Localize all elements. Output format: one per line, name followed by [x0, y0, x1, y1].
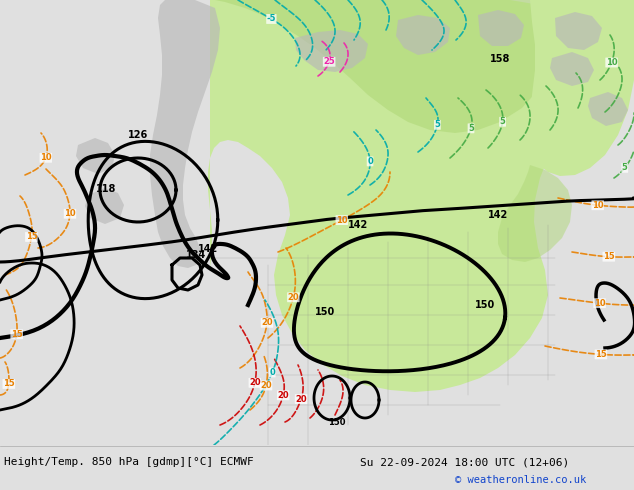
Polygon shape	[208, 0, 575, 392]
Text: 15: 15	[603, 252, 615, 261]
Text: 10: 10	[605, 58, 618, 67]
Text: 20: 20	[261, 318, 273, 327]
Text: 5: 5	[622, 163, 628, 172]
Text: 0: 0	[367, 157, 373, 166]
Text: 150: 150	[475, 300, 495, 310]
Polygon shape	[550, 52, 594, 86]
Text: 5: 5	[500, 117, 505, 126]
Text: 10: 10	[592, 201, 604, 210]
Text: 20: 20	[249, 378, 261, 387]
Text: -5: -5	[267, 15, 276, 24]
Text: 118: 118	[96, 184, 117, 194]
Polygon shape	[85, 188, 124, 224]
Text: 150: 150	[328, 418, 346, 427]
Text: 15: 15	[11, 330, 23, 339]
Text: Height/Temp. 850 hPa [gdmp][°C] ECMWF: Height/Temp. 850 hPa [gdmp][°C] ECMWF	[4, 457, 254, 467]
Polygon shape	[396, 15, 450, 55]
Polygon shape	[478, 10, 524, 46]
Text: 142: 142	[488, 210, 508, 220]
Text: 20: 20	[277, 391, 289, 400]
Text: 10: 10	[64, 209, 76, 218]
Text: 150: 150	[315, 307, 335, 317]
Text: 126: 126	[128, 130, 148, 140]
Text: Su 22-09-2024 18:00 UTC (12+06): Su 22-09-2024 18:00 UTC (12+06)	[360, 457, 569, 467]
Text: 15: 15	[25, 232, 37, 242]
Text: 20: 20	[288, 293, 299, 302]
Text: 134: 134	[186, 250, 206, 260]
Polygon shape	[150, 0, 220, 268]
Polygon shape	[555, 12, 602, 50]
Text: 20: 20	[295, 394, 307, 404]
Text: 20: 20	[260, 381, 272, 390]
Text: 10: 10	[594, 299, 605, 308]
Text: 142: 142	[348, 220, 368, 230]
Text: 5: 5	[434, 121, 441, 129]
Polygon shape	[76, 138, 115, 174]
Polygon shape	[588, 92, 628, 126]
Text: 0: 0	[269, 368, 275, 377]
Text: 15: 15	[595, 350, 607, 359]
Text: 142: 142	[198, 244, 218, 254]
Text: 5: 5	[468, 124, 474, 133]
Text: 10: 10	[336, 216, 347, 224]
Polygon shape	[498, 165, 572, 262]
Text: 15: 15	[3, 379, 15, 389]
Polygon shape	[530, 0, 634, 176]
Text: 25: 25	[323, 57, 335, 66]
Text: © weatheronline.co.uk: © weatheronline.co.uk	[455, 475, 586, 485]
Text: 10: 10	[40, 153, 51, 162]
Polygon shape	[215, 0, 562, 133]
Polygon shape	[295, 30, 368, 72]
Text: 158: 158	[490, 54, 510, 64]
